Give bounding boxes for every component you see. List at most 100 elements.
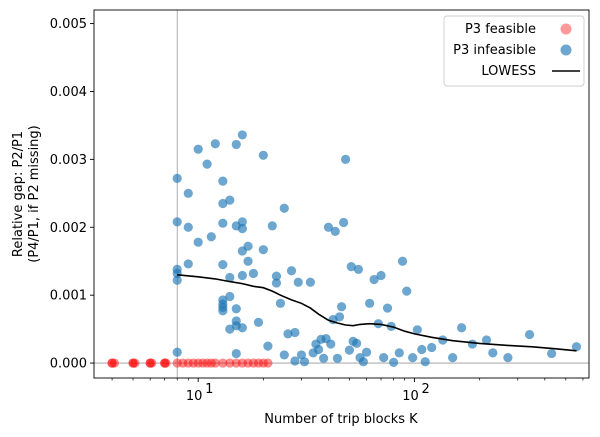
- legend-marker-infeasible: [560, 44, 572, 56]
- point-infeasible-23: [225, 272, 235, 283]
- point-infeasible-53: [290, 327, 300, 338]
- point-infeasible-83: [369, 274, 379, 285]
- x-tick-exponent-1: 2: [422, 382, 430, 397]
- point-infeasible-11: [202, 159, 212, 169]
- point-infeasible-81: [361, 347, 372, 357]
- point-infeasible-16: [218, 218, 228, 228]
- point-infeasible-47: [271, 278, 282, 288]
- point-infeasible-77: [352, 338, 362, 348]
- point-feasible-8: [147, 358, 157, 368]
- point-infeasible-100: [457, 323, 467, 333]
- point-feasible-1: [107, 358, 117, 368]
- point-infeasible-90: [394, 348, 404, 358]
- x-tick-label-0: 10: [186, 389, 203, 404]
- point-infeasible-44: [263, 341, 273, 351]
- point-feasible-3: [128, 358, 138, 368]
- point-infeasible-96: [420, 357, 430, 367]
- y-tick-label-5: 0.005: [50, 17, 87, 32]
- point-infeasible-49: [279, 203, 289, 213]
- point-feasible-20: [210, 358, 220, 368]
- point-infeasible-55: [293, 277, 303, 287]
- point-infeasible-26: [231, 139, 241, 150]
- point-infeasible-38: [243, 241, 253, 251]
- point-infeasible-98: [438, 335, 448, 345]
- point-infeasible-105: [524, 329, 535, 340]
- point-infeasible-68: [330, 226, 340, 236]
- point-infeasible-17: [218, 260, 228, 270]
- series-p3-infeasible: [172, 130, 582, 367]
- point-infeasible-43: [258, 245, 268, 255]
- point-infeasible-32: [237, 130, 247, 140]
- point-infeasible-70: [334, 312, 345, 322]
- point-infeasible-12: [206, 232, 216, 242]
- x-tick-exponent-0: 1: [205, 382, 213, 397]
- point-infeasible-28: [231, 304, 241, 314]
- point-infeasible-34: [237, 224, 247, 234]
- point-infeasible-99: [448, 353, 458, 363]
- point-infeasible-69: [332, 353, 343, 363]
- point-infeasible-89: [388, 357, 399, 367]
- x-tick-label-1: 10: [402, 389, 419, 404]
- point-feasible-26: [248, 358, 259, 368]
- point-infeasible-51: [283, 329, 293, 339]
- series-lowess: [177, 274, 577, 352]
- point-infeasible-13: [210, 139, 220, 149]
- point-infeasible-73: [340, 154, 351, 164]
- point-infeasible-94: [412, 325, 422, 335]
- point-infeasible-63: [319, 353, 329, 363]
- point-feasible-13: [178, 358, 188, 368]
- point-infeasible-106: [547, 348, 557, 359]
- point-infeasible-52: [286, 266, 297, 276]
- point-feasible-28: [258, 358, 268, 368]
- point-infeasible-92: [402, 286, 412, 296]
- y-axis-label-line2: (P4/P1, if P2 missing): [27, 125, 42, 263]
- point-infeasible-93: [408, 353, 418, 363]
- point-feasible-27: [253, 358, 264, 368]
- point-infeasible-36: [237, 270, 247, 281]
- point-infeasible-6: [183, 188, 193, 198]
- point-feasible-22: [225, 358, 235, 368]
- point-feasible-21: [218, 358, 228, 368]
- point-feasible-7: [145, 358, 155, 368]
- point-infeasible-1: [172, 217, 182, 227]
- point-infeasible-48: [275, 298, 286, 308]
- legend-label-lowess: LOWESS: [481, 64, 536, 79]
- point-infeasible-86: [379, 353, 389, 363]
- point-infeasible-95: [417, 344, 427, 355]
- point-infeasible-82: [365, 298, 375, 308]
- point-infeasible-5: [172, 347, 182, 357]
- point-feasible-2: [109, 358, 119, 368]
- point-infeasible-40: [248, 268, 259, 279]
- point-feasible-24: [237, 358, 247, 368]
- point-infeasible-9: [193, 144, 203, 154]
- point-infeasible-75: [346, 262, 356, 272]
- point-feasible-12: [172, 358, 182, 368]
- point-infeasible-102: [481, 335, 492, 345]
- y-tick-label-3: 0.003: [50, 153, 87, 168]
- point-infeasible-71: [336, 302, 347, 312]
- point-feasible-17: [198, 358, 208, 368]
- series-p3-feasible: [107, 358, 273, 368]
- point-infeasible-101: [467, 339, 477, 349]
- point-infeasible-97: [427, 342, 437, 353]
- point-feasible-18: [202, 358, 212, 368]
- point-infeasible-103: [488, 348, 498, 358]
- point-infeasible-8: [183, 259, 193, 269]
- point-feasible-19: [206, 358, 216, 368]
- point-infeasible-46: [271, 271, 282, 281]
- point-feasible-11: [161, 358, 171, 368]
- plot-frame: [93, 9, 590, 379]
- point-feasible-10: [160, 358, 170, 368]
- legend-label-feasible: P3 feasible: [465, 22, 536, 37]
- point-feasible-4: [128, 358, 138, 368]
- point-infeasible-66: [326, 339, 336, 349]
- legend-marker-feasible: [560, 23, 572, 35]
- x-axis-label: Number of trip blocks K: [264, 412, 418, 427]
- point-feasible-23: [231, 358, 241, 368]
- legend-label-infeasible: P3 infeasible: [453, 43, 536, 58]
- point-feasible-6: [145, 358, 155, 368]
- point-infeasible-72: [339, 217, 349, 228]
- point-infeasible-0: [172, 173, 182, 183]
- y-axis-label-line1: Relative gap: P2/P1: [11, 131, 26, 257]
- point-infeasible-78: [353, 264, 363, 274]
